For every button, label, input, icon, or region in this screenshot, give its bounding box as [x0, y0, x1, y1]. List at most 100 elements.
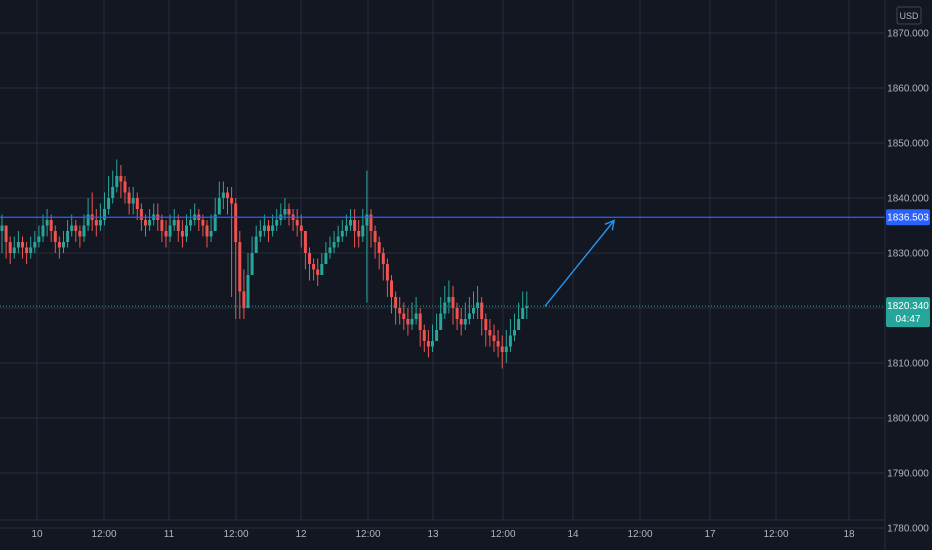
- candle: [172, 209, 176, 231]
- candle-body: [496, 341, 500, 347]
- candle-body: [435, 330, 439, 341]
- price-tick-label: 1840.000: [887, 194, 929, 205]
- candle: [332, 231, 336, 253]
- candle-body: [107, 198, 111, 209]
- candle: [189, 209, 193, 231]
- candle-body: [8, 242, 12, 253]
- candle: [377, 236, 381, 270]
- candle: [41, 214, 45, 242]
- candle: [422, 324, 426, 352]
- candle-body: [336, 236, 340, 242]
- time-tick-label: 14: [567, 529, 579, 540]
- candle-body: [410, 319, 414, 325]
- time-tick-label: 12:00: [627, 529, 652, 540]
- candle-body: [16, 242, 20, 248]
- candle: [373, 225, 377, 259]
- time-tick-label: 10: [31, 529, 43, 540]
- candle: [160, 214, 164, 242]
- candle-body: [201, 220, 205, 226]
- candle: [336, 225, 340, 248]
- candle: [221, 181, 225, 209]
- candle-body: [439, 313, 443, 330]
- candle: [135, 192, 139, 220]
- candle: [242, 269, 246, 319]
- price-tick-label: 1870.000: [887, 29, 929, 40]
- candle: [361, 209, 365, 242]
- candle: [484, 313, 488, 347]
- candle-body: [480, 302, 484, 319]
- candle-body: [316, 269, 320, 275]
- candle: [185, 214, 188, 242]
- candle-body: [513, 330, 516, 336]
- candle: [316, 258, 320, 286]
- trend-arrow[interactable]: [544, 219, 616, 307]
- candle: [37, 225, 41, 248]
- candle-body: [472, 308, 475, 314]
- candle: [508, 319, 512, 352]
- candle: [435, 313, 439, 341]
- candle-body: [205, 225, 209, 237]
- time-axis[interactable]: 10 12:00 11 12:00 12 12:00 13 12:00 14 12:00 17 12:…: [31, 529, 855, 540]
- time-tick-label: 12:00: [355, 529, 380, 540]
- candle-body: [398, 308, 402, 314]
- candle: [303, 231, 307, 270]
- time-tick-label: 11: [164, 529, 175, 540]
- candle: [21, 236, 24, 259]
- candle-body: [406, 319, 410, 325]
- candle: [414, 297, 418, 325]
- candle: [123, 176, 127, 204]
- candle-body: [521, 308, 525, 319]
- candle: [213, 198, 217, 231]
- candle: [103, 192, 106, 226]
- candle: [340, 220, 344, 242]
- candle: [238, 231, 242, 319]
- candle-body: [12, 247, 16, 253]
- candle: [201, 214, 205, 237]
- candle-body: [262, 225, 266, 231]
- candle: [168, 214, 172, 242]
- candle: [480, 297, 484, 336]
- time-tick-label: 12: [295, 529, 307, 540]
- candle-body: [33, 242, 37, 248]
- candle: [426, 330, 430, 358]
- candle: [328, 236, 332, 259]
- candle-body: [62, 242, 65, 248]
- candle-body: [283, 209, 287, 215]
- candle: [250, 236, 254, 275]
- candle: [94, 209, 98, 237]
- candle-body: [254, 236, 258, 253]
- candle-body: [98, 220, 102, 226]
- candle-body: [349, 220, 352, 226]
- candle-body: [295, 220, 299, 226]
- candle-body: [402, 313, 406, 319]
- candle-body: [459, 319, 463, 325]
- candle-body: [484, 319, 488, 330]
- candle: [443, 286, 447, 319]
- candle: [254, 225, 258, 253]
- candle: [66, 220, 70, 248]
- candle: [455, 302, 459, 330]
- candle: [525, 291, 529, 319]
- last-price-countdown: 04:47: [895, 314, 920, 325]
- candle-body: [267, 225, 270, 231]
- candle-body: [447, 297, 451, 303]
- candle-body: [312, 264, 316, 270]
- candle: [262, 214, 266, 237]
- candle: [230, 187, 234, 297]
- horizontal-level-tag-box: [886, 209, 930, 226]
- time-tick-label: 13: [427, 529, 439, 540]
- candle-body: [431, 341, 434, 347]
- candle-body: [508, 335, 512, 347]
- candle: [390, 275, 393, 314]
- currency-selector[interactable]: USD: [896, 6, 922, 25]
- candle: [353, 209, 357, 248]
- candle: [271, 214, 275, 237]
- candle: [324, 242, 328, 264]
- candle: [226, 187, 229, 215]
- candle-body: [332, 242, 336, 248]
- candle-body: [53, 231, 57, 242]
- candle: [33, 231, 37, 253]
- candle-body: [504, 346, 508, 352]
- time-tick-label: 12:00: [223, 529, 248, 540]
